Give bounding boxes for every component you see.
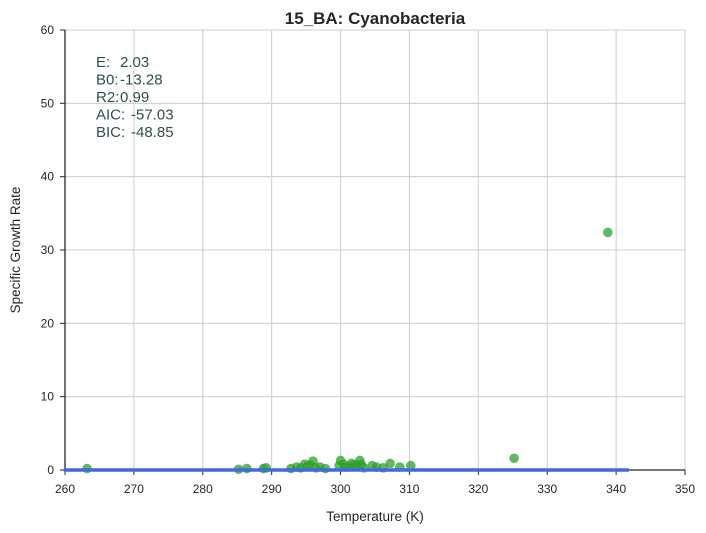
y-tick-label: 50 xyxy=(41,96,55,110)
data-point xyxy=(406,460,416,471)
y-tick-label: 30 xyxy=(41,243,55,257)
x-tick-label: 350 xyxy=(675,482,695,496)
stat-label: E: xyxy=(96,54,110,71)
y-tick-label: 60 xyxy=(41,23,55,37)
stat-label: AIC: xyxy=(96,107,125,124)
x-tick-label: 320 xyxy=(468,482,488,496)
x-tick-label: 310 xyxy=(399,482,419,496)
y-tick-label: 20 xyxy=(41,316,55,330)
stat-value: 2.03 xyxy=(120,54,149,71)
stat-label: R2: xyxy=(96,89,119,106)
stat-label: B0: xyxy=(96,72,119,89)
x-tick-label: 330 xyxy=(537,482,557,496)
stat-value: 0.99 xyxy=(120,89,149,106)
x-tick-label: 270 xyxy=(124,482,144,496)
grid xyxy=(64,29,686,471)
y-axis-label: Specific Growth Rate xyxy=(8,187,23,314)
x-axis-label: Temperature (K) xyxy=(326,509,424,524)
y-ticks: 0 10 20 30 40 50 60 xyxy=(41,23,65,477)
y-tick-label: 10 xyxy=(41,390,55,404)
data-points xyxy=(82,227,613,475)
chart-title: 15_BA: Cyanobacteria xyxy=(285,9,466,28)
x-tick-label: 290 xyxy=(262,482,282,496)
x-tick-label: 280 xyxy=(193,482,213,496)
x-tick-label: 340 xyxy=(606,482,626,496)
stat-value: -57.03 xyxy=(131,107,174,124)
x-tick-label: 260 xyxy=(55,482,75,496)
y-tick-label: 40 xyxy=(41,170,55,184)
x-ticks: 260 270 280 290 300 310 320 330 340 350 xyxy=(55,470,695,496)
x-tick-label: 300 xyxy=(331,482,351,496)
data-point xyxy=(385,458,395,469)
stat-value: -13.28 xyxy=(120,72,163,89)
data-point xyxy=(603,227,613,238)
stat-label: BIC: xyxy=(96,124,125,141)
data-point xyxy=(509,453,519,464)
stat-value: -48.85 xyxy=(131,124,174,141)
y-tick-label: 0 xyxy=(47,463,54,477)
